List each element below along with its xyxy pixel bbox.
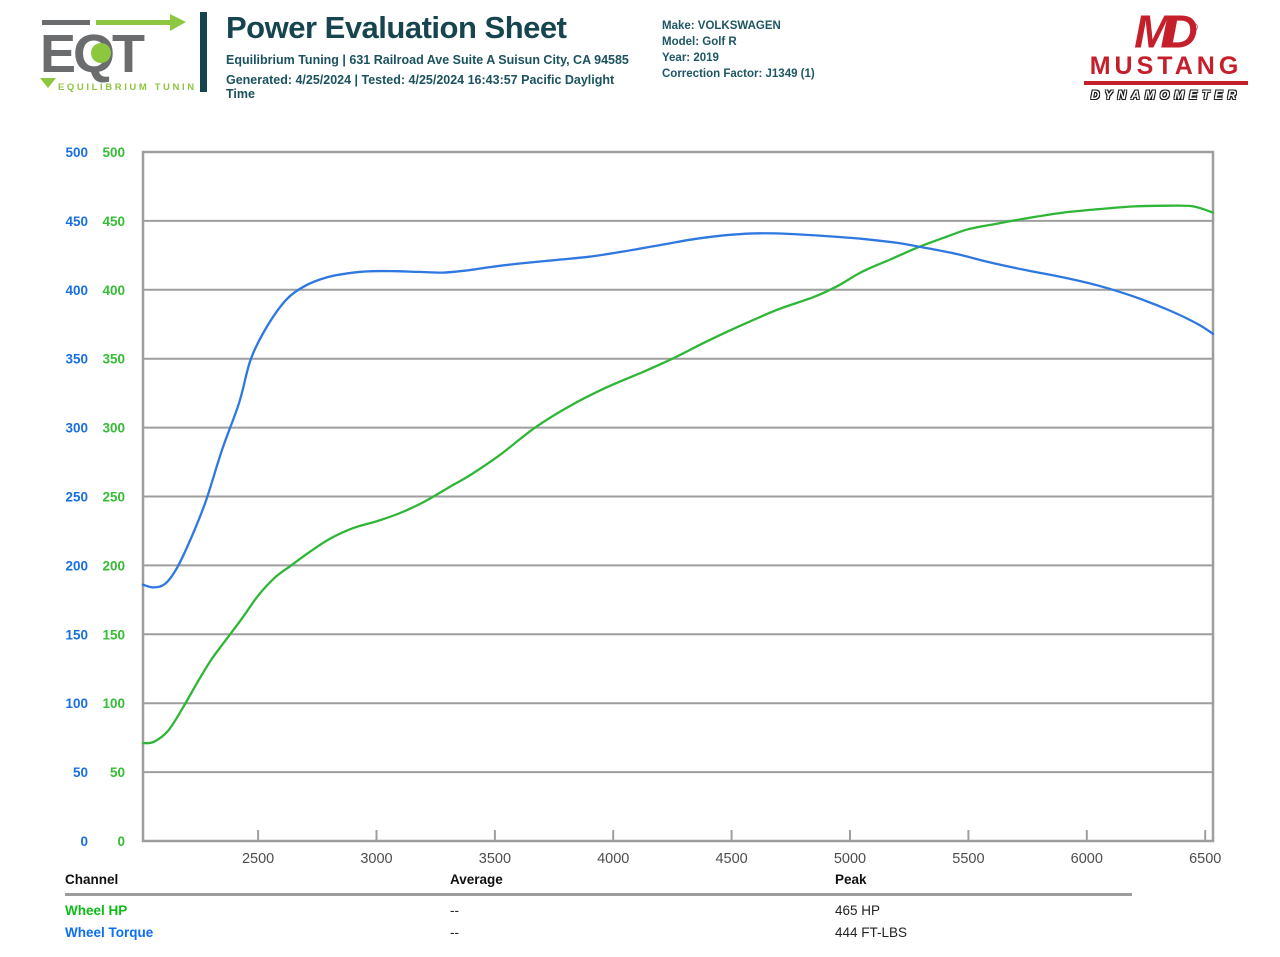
- peak-value-wheel-torque: 444 FT-LBS: [835, 925, 908, 940]
- average-value-wheel-torque: --: [450, 925, 459, 940]
- x-tick-label: 4500: [715, 851, 747, 867]
- mustang-wordmark: MUSTANG: [1089, 52, 1243, 81]
- x-tick-label: 5500: [952, 851, 984, 867]
- y-tick-label-wheel-torque: 500: [65, 145, 88, 160]
- average-value-wheel-hp: --: [450, 903, 459, 918]
- channel-label-wheel-hp: Wheel HP: [65, 903, 128, 918]
- y-tick-label-wheel-hp: 0: [117, 834, 125, 849]
- eqt-logo: EQT EQUILIBRIUM TUNING: [40, 14, 194, 93]
- y-tick-label-wheel-hp: 50: [110, 765, 125, 780]
- channel-label-wheel-torque: Wheel Torque: [65, 925, 154, 940]
- table-row-wheel-torque: Wheel Torque -- 444 FT-LBS: [65, 925, 1132, 940]
- eqt-logo-subtext: EQUILIBRIUM TUNING: [58, 82, 194, 93]
- md-monogram-icon: MD®: [1134, 5, 1198, 58]
- y-tick-label-wheel-hp: 300: [102, 421, 125, 436]
- column-header-channel: Channel: [65, 872, 119, 887]
- x-tick-label: 4000: [597, 851, 629, 867]
- y-tick-label-wheel-hp: 500: [102, 145, 125, 160]
- eqt-logo-green-dot-icon: [91, 43, 111, 63]
- y-tick-label-wheel-torque: 300: [65, 421, 88, 436]
- y-tick-label-wheel-hp: 200: [102, 558, 125, 573]
- x-tick-label: 3000: [360, 851, 392, 867]
- y-tick-label-wheel-torque: 0: [80, 834, 88, 849]
- y-tick-label-wheel-hp: 400: [102, 283, 125, 298]
- page-title: Power Evaluation Sheet: [226, 10, 567, 45]
- y-tick-label-wheel-hp: 150: [102, 627, 125, 642]
- registered-mark: ®: [1189, 22, 1198, 34]
- wheel-hp-curve: [141, 204, 1215, 745]
- y-tick-label-wheel-torque: 200: [65, 558, 88, 573]
- x-tick-label: 6000: [1071, 851, 1103, 867]
- column-header-average: Average: [450, 872, 503, 887]
- y-tick-label-wheel-torque: 450: [65, 214, 88, 229]
- y-tick-label-wheel-hp: 100: [102, 696, 125, 711]
- x-tick-label: 3500: [479, 851, 511, 867]
- correction-factor: Correction Factor: J1349 (1): [662, 68, 815, 80]
- y-tick-label-wheel-hp: 250: [102, 490, 125, 505]
- x-tick-label: 5000: [834, 851, 866, 867]
- eqt-logo-bottom-arrow-icon: [40, 78, 56, 88]
- y-tick-label-wheel-torque: 150: [65, 627, 88, 642]
- peak-value-wheel-hp: 465 HP: [835, 903, 881, 918]
- plot-border: [141, 150, 1215, 843]
- title-divider-bar: [200, 12, 207, 92]
- y-tick-label-wheel-torque: 50: [73, 765, 88, 780]
- generated-tested-timestamp: Generated: 4/25/2024 | Tested: 4/25/2024…: [226, 72, 615, 101]
- x-tick-label: 2500: [242, 851, 274, 867]
- mustang-underline: [1084, 81, 1248, 86]
- vehicle-info-block: Make: VOLKSWAGEN Model: Golf R Year: 201…: [662, 18, 962, 82]
- y-tick-label-wheel-torque: 100: [65, 696, 88, 711]
- y-tick-label-wheel-torque: 350: [65, 352, 88, 367]
- mustang-dynamometer-logo: MD® MUSTANG DYNAMOMETER: [1082, 6, 1250, 102]
- results-table-header: Channel Average Peak: [65, 872, 1132, 896]
- y-tick-label-wheel-torque: 400: [65, 283, 88, 298]
- results-table: Channel Average Peak Wheel HP -- 465 HP …: [65, 872, 1132, 940]
- eqt-logo-top-arrow-icon: [170, 14, 186, 31]
- wheel-torque-curve: [141, 232, 1215, 589]
- vehicle-year: Year: 2019: [662, 52, 719, 64]
- y-tick-label-wheel-torque: 250: [65, 490, 88, 505]
- company-address: Equilibrium Tuning | 631 Railroad Ave Su…: [226, 52, 629, 67]
- vehicle-model: Model: Golf R: [662, 36, 737, 48]
- eqt-logo-top-line: [96, 20, 170, 25]
- dynamometer-wordmark: DYNAMOMETER: [1090, 88, 1242, 103]
- vehicle-make: Make: VOLKSWAGEN: [662, 20, 781, 32]
- column-header-peak: Peak: [835, 872, 867, 887]
- y-tick-label-wheel-hp: 450: [102, 214, 125, 229]
- y-tick-label-wheel-hp: 350: [102, 352, 125, 367]
- table-row-wheel-hp: Wheel HP -- 465 HP: [65, 903, 1132, 918]
- x-tick-label: 6500: [1189, 851, 1221, 867]
